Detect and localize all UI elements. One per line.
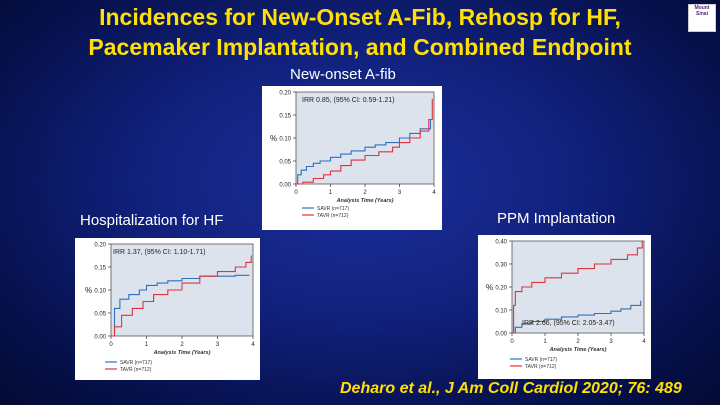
- ppm-series-tavr-line: [512, 241, 643, 334]
- hf-ytick-label: 0.10: [94, 289, 106, 295]
- citation: Deharo et al., J Am Coll Cardiol 2020; 7…: [340, 380, 682, 397]
- ppm-series-savr-line: [512, 300, 642, 334]
- ppm-xtick-label: 2: [576, 339, 580, 345]
- ppm-xtick-label: 0: [510, 339, 514, 345]
- slide-title-line-1: Incidences for New-Onset A-Fib, Rehosp f…: [99, 4, 621, 30]
- ppm-ytick-label: 0.00: [495, 332, 507, 338]
- hf-x-axis-label: Analysis Time (Years): [153, 350, 211, 356]
- hf-ytick-label: 0.20: [94, 243, 106, 249]
- ppm-irr-annotation: IRR 2.66, (95% CI: 2.05-3.47): [522, 320, 615, 327]
- hf-ytick-label: 0.15: [94, 266, 106, 272]
- afib-chart-title: New-onset A-fib: [290, 66, 396, 83]
- ppm-xtick-label: 1: [543, 339, 547, 345]
- hf-chart-panel: 0.00 0.05 0.10 0.15 0.20 0 1 2 3 4 Analysis Time (…: [75, 238, 260, 380]
- ppm-chart: 0.00 0.10 0.20 0.30 0.40 0 1 2 3 4 Analysis Time (…: [486, 240, 646, 371]
- hf-irr-annotation: IRR 1.37, (95% CI: 1.10-1.71): [113, 249, 206, 256]
- afib-y-axis-label: %: [270, 134, 277, 143]
- afib-xtick-label: 2: [363, 190, 367, 196]
- afib-ytick-label: 0.10: [279, 137, 291, 143]
- afib-chart: 0.00 0.05 0.10 0.15 0.20 0 1 2 3 4 Analysis Time (…: [270, 91, 436, 220]
- afib-xtick-label: 4: [432, 190, 436, 196]
- hf-series-tavr-line: [111, 255, 252, 337]
- ppm-x-axis-label: Analysis Time (Years): [549, 347, 607, 353]
- ppm-ytick-label: 0.30: [495, 263, 507, 269]
- afib-irr-annotation: IRR 0.85, (95% CI: 0.59-1.21): [302, 97, 395, 104]
- hf-xtick-label: 4: [251, 342, 255, 348]
- slide-title: Incidences for New-Onset A-Fib, Rehosp f…: [0, 2, 720, 62]
- hf-legend-label: TAVR (n=712): [120, 367, 152, 373]
- afib-xtick-label: 1: [329, 190, 333, 196]
- hf-y-axis-label: %: [85, 286, 92, 295]
- ppm-ytick-label: 0.20: [495, 286, 507, 292]
- afib-ytick-label: 0.05: [279, 160, 291, 166]
- afib-xtick-label: 0: [294, 190, 298, 196]
- afib-ytick-label: 0.20: [279, 91, 291, 97]
- afib-legend-label: SAVR (n=717): [317, 206, 349, 212]
- ppm-y-axis-label: %: [486, 283, 493, 292]
- hf-chart: 0.00 0.05 0.10 0.15 0.20 0 1 2 3 4 Analysis Time (…: [85, 243, 255, 374]
- ppm-legend-label: TAVR (n=712): [525, 364, 557, 370]
- afib-x-axis-label: Analysis Time (Years): [336, 198, 394, 204]
- slide-title-line-2: Pacemaker Implantation, and Combined End…: [88, 34, 632, 60]
- hf-ytick-label: 0.05: [94, 312, 106, 318]
- afib-legend-label: TAVR (n=712): [317, 213, 349, 219]
- afib-ytick-label: 0.00: [279, 183, 291, 189]
- hf-xtick-label: 3: [216, 342, 220, 348]
- ppm-ytick-label: 0.40: [495, 240, 507, 246]
- hf-chart-title: Hospitalization for HF: [80, 212, 224, 229]
- ppm-chart-panel: 0.00 0.10 0.20 0.30 0.40 0 1 2 3 4 Analysis Time (…: [478, 235, 651, 379]
- hf-xtick-label: 2: [180, 342, 184, 348]
- institution-logo: Mount Sinai: [688, 4, 716, 32]
- ppm-plot-area: [511, 240, 645, 334]
- ppm-xtick-label: 4: [642, 339, 646, 345]
- hf-xtick-label: 0: [109, 342, 113, 348]
- ppm-chart-title: PPM Implantation: [497, 210, 616, 227]
- ppm-legend-label: SAVR (n=717): [525, 357, 557, 363]
- afib-chart-panel: 0.00 0.05 0.10 0.15 0.20 0 1 2 3 4 Analysis Time (…: [262, 86, 442, 230]
- hf-legend-label: SAVR (n=717): [120, 360, 152, 366]
- afib-ytick-label: 0.15: [279, 114, 291, 120]
- hf-ytick-label: 0.00: [94, 335, 106, 341]
- hf-xtick-label: 1: [145, 342, 149, 348]
- afib-series-tavr-line: [296, 98, 433, 185]
- ppm-xtick-label: 3: [609, 339, 613, 345]
- ppm-ytick-label: 0.10: [495, 309, 507, 315]
- afib-xtick-label: 3: [398, 190, 402, 196]
